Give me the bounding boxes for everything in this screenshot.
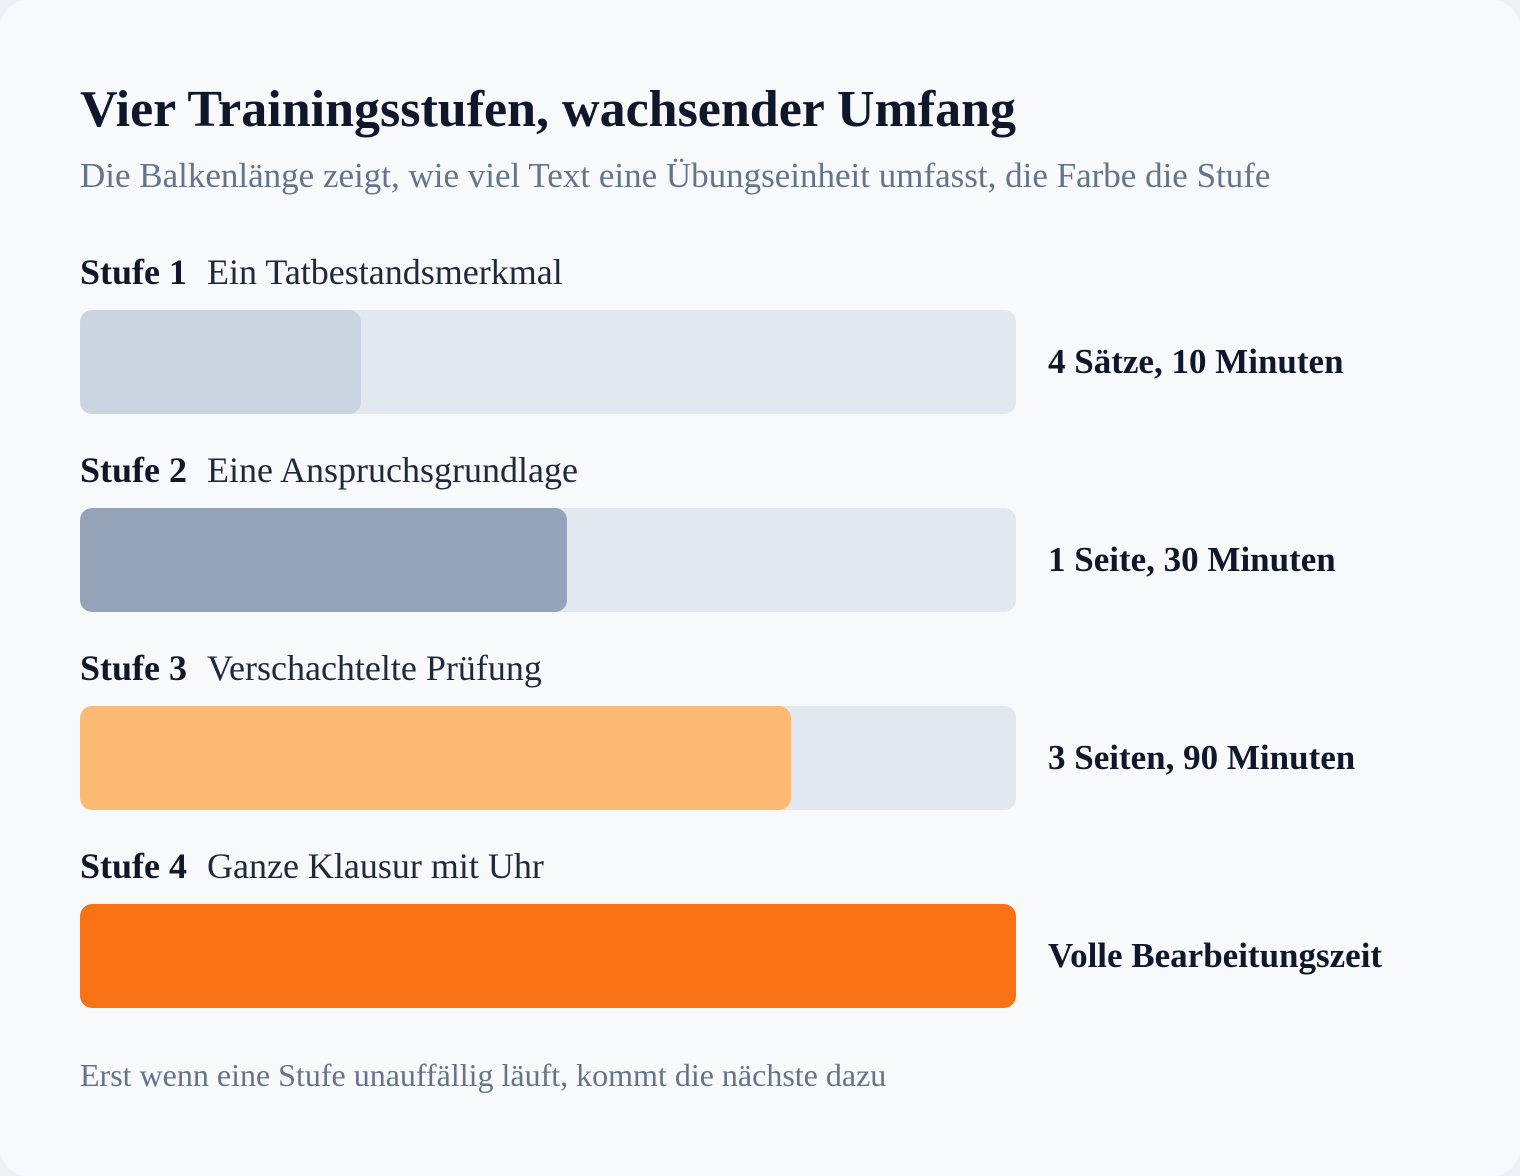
stage-name: Eine Anspruchsgrundlage bbox=[207, 450, 578, 490]
bar-track-3 bbox=[80, 706, 1016, 810]
stage-label-2: Stufe 2 Eine Anspruchsgrundlage bbox=[80, 448, 578, 492]
stage-number: Stufe 2 bbox=[80, 450, 187, 490]
bar-fill-4 bbox=[80, 904, 1016, 1008]
bar-track-2 bbox=[80, 508, 1016, 612]
value-label-2: 1 Seite, 30 Minuten bbox=[1048, 540, 1336, 579]
stage-name: Ein Tatbestandsmerkmal bbox=[207, 252, 563, 292]
value-label-4: Volle Bearbeitungszeit bbox=[1048, 936, 1383, 975]
stage-name: Verschachtelte Prüfung bbox=[207, 648, 542, 688]
stage-label-1: Stufe 1 Ein Tatbestandsmerkmal bbox=[80, 250, 563, 294]
stage-name: Ganze Klausur mit Uhr bbox=[207, 846, 544, 886]
stage-number: Stufe 1 bbox=[80, 252, 187, 292]
stage-number: Stufe 3 bbox=[80, 648, 187, 688]
value-label-1: 4 Sätze, 10 Minuten bbox=[1048, 342, 1344, 381]
stage-label-3: Stufe 3 Verschachtelte Prüfung bbox=[80, 646, 542, 690]
chart-title: Vier Trainingsstufen, wachsender Umfang bbox=[80, 81, 1017, 138]
bar-fill-2 bbox=[80, 508, 567, 612]
value-label-3: 3 Seiten, 90 Minuten bbox=[1048, 738, 1356, 777]
bar-track-1 bbox=[80, 310, 1016, 414]
stage-label-4: Stufe 4 Ganze Klausur mit Uhr bbox=[80, 844, 544, 888]
chart-footnote: Erst wenn eine Stufe unauffällig läuft, … bbox=[80, 1057, 887, 1093]
bar-track-4 bbox=[80, 904, 1016, 1008]
stage-number: Stufe 4 bbox=[80, 846, 187, 886]
bar-fill-1 bbox=[80, 310, 361, 414]
bar-fill-3 bbox=[80, 706, 791, 810]
chart-subtitle: Die Balkenlänge zeigt, wie viel Text ein… bbox=[80, 156, 1271, 195]
